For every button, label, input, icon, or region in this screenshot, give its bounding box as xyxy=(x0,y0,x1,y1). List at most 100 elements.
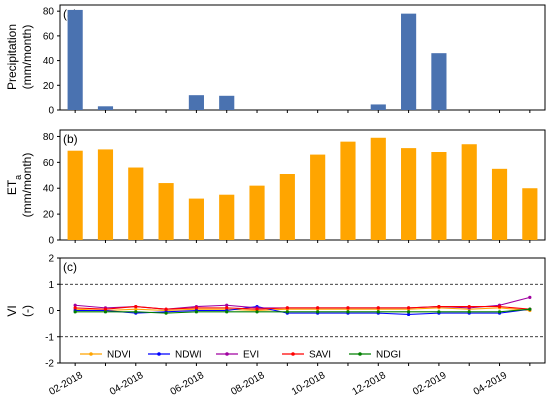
bar xyxy=(97,149,114,240)
series-point xyxy=(103,307,108,311)
panel-b-label: (b) xyxy=(63,132,78,146)
bar xyxy=(188,95,204,110)
series-point xyxy=(255,310,259,314)
legend-marker xyxy=(157,352,161,356)
bar xyxy=(310,154,326,240)
series-point xyxy=(194,306,199,310)
series-point xyxy=(376,306,380,310)
series-point xyxy=(225,310,229,314)
series-point xyxy=(528,307,532,311)
panel-b-frame xyxy=(59,129,546,241)
bar xyxy=(249,185,265,240)
series-point xyxy=(164,311,168,315)
series-point xyxy=(316,306,320,310)
series-point xyxy=(285,306,289,310)
bar xyxy=(370,137,386,240)
panel-a-frame xyxy=(59,4,546,111)
y-tick-label: 1 xyxy=(48,280,54,291)
x-tick-label: 08-2018 xyxy=(229,370,267,398)
panel-c-label: (c) xyxy=(63,260,77,274)
panel-c-ylabel-line1: VI xyxy=(5,305,19,316)
series-point xyxy=(316,310,320,314)
series-point xyxy=(194,310,199,314)
legend-marker xyxy=(225,352,229,356)
series-point xyxy=(225,303,229,307)
panel-a-ylabel-line1: Precipitation xyxy=(5,24,19,90)
bar xyxy=(401,148,417,240)
series-point xyxy=(497,310,502,314)
y-tick-label: 40 xyxy=(43,56,55,67)
series-line xyxy=(75,307,530,312)
series-point xyxy=(164,307,168,311)
series-point xyxy=(406,310,411,314)
panel-c-ylabel-line2: (-) xyxy=(20,305,34,317)
series-point xyxy=(437,310,441,314)
series-point xyxy=(134,307,138,311)
x-tick-label: 06-2018 xyxy=(169,370,207,398)
x-tick-label: 10-2018 xyxy=(290,370,328,398)
bar xyxy=(491,168,508,240)
x-tick-label: 02-2019 xyxy=(411,370,449,398)
bar xyxy=(67,150,83,240)
series-point xyxy=(346,310,350,314)
bar xyxy=(188,198,204,240)
y-tick-label: -1 xyxy=(45,332,54,343)
x-tick-label: 04-2018 xyxy=(108,370,146,398)
bar xyxy=(219,95,235,110)
series-point xyxy=(437,304,441,309)
legend: NDVI NDWI EVI SAVI NDGI xyxy=(80,350,401,361)
y-tick-label: 0 xyxy=(48,236,54,247)
panel-b-ylabel-line2: (mm/month) xyxy=(20,153,34,218)
series-point xyxy=(134,310,138,314)
series-point xyxy=(103,310,108,314)
y-tick-label: 60 xyxy=(43,158,55,169)
bar xyxy=(401,13,417,111)
panel-b-ylabel-sub: a xyxy=(13,175,23,180)
y-tick-label: 40 xyxy=(43,184,55,195)
series-point xyxy=(376,310,380,314)
bar xyxy=(522,188,538,240)
panel-b-ylabel-main: ET xyxy=(5,179,19,195)
bar xyxy=(67,9,83,110)
bar xyxy=(340,141,356,240)
series-point xyxy=(225,306,229,310)
x-tick-label: 04-2019 xyxy=(472,370,510,398)
bar xyxy=(370,104,386,110)
y-tick-label: 20 xyxy=(43,81,55,92)
bar xyxy=(219,194,235,240)
bar xyxy=(279,174,295,240)
bar xyxy=(461,144,477,240)
y-tick-label: 80 xyxy=(43,7,55,18)
series-point xyxy=(73,306,77,310)
bar xyxy=(158,183,174,240)
y-tick-label: -2 xyxy=(45,359,54,370)
bar xyxy=(128,167,144,240)
legend-label: NDWI xyxy=(175,350,202,361)
panel-a-ylabel-line2: (mm/month) xyxy=(20,25,34,90)
series-point xyxy=(406,312,411,317)
legend-marker xyxy=(89,352,93,356)
legend-label: NDGI xyxy=(376,350,401,361)
legend-label: EVI xyxy=(243,350,259,361)
y-tick-label: 0 xyxy=(48,306,54,317)
y-tick-label: 0 xyxy=(48,106,54,117)
panel-b-ylabel-line1: ETa xyxy=(5,175,23,195)
series-point xyxy=(285,310,289,314)
panel-c-vi: (c) VI (-) -2 -1 0 1 2 NDVI NDWI EVI SAVI NDGI xyxy=(5,254,546,370)
legend-label: SAVI xyxy=(309,350,331,361)
y-tick-label: 20 xyxy=(43,210,55,221)
x-tick-label: 02-2018 xyxy=(47,370,85,398)
bar xyxy=(431,53,447,110)
panel-b-eta: (b) ETa (mm/month) 0 20 40 60 80 xyxy=(5,129,546,247)
series-line xyxy=(75,308,530,314)
series-point xyxy=(528,295,532,299)
series-point xyxy=(467,310,471,314)
series-point xyxy=(73,310,77,314)
y-tick-label: 60 xyxy=(43,31,55,42)
y-tick-label: 80 xyxy=(43,132,55,143)
series-point xyxy=(134,304,138,309)
bar xyxy=(97,106,114,110)
series-point xyxy=(346,306,350,310)
